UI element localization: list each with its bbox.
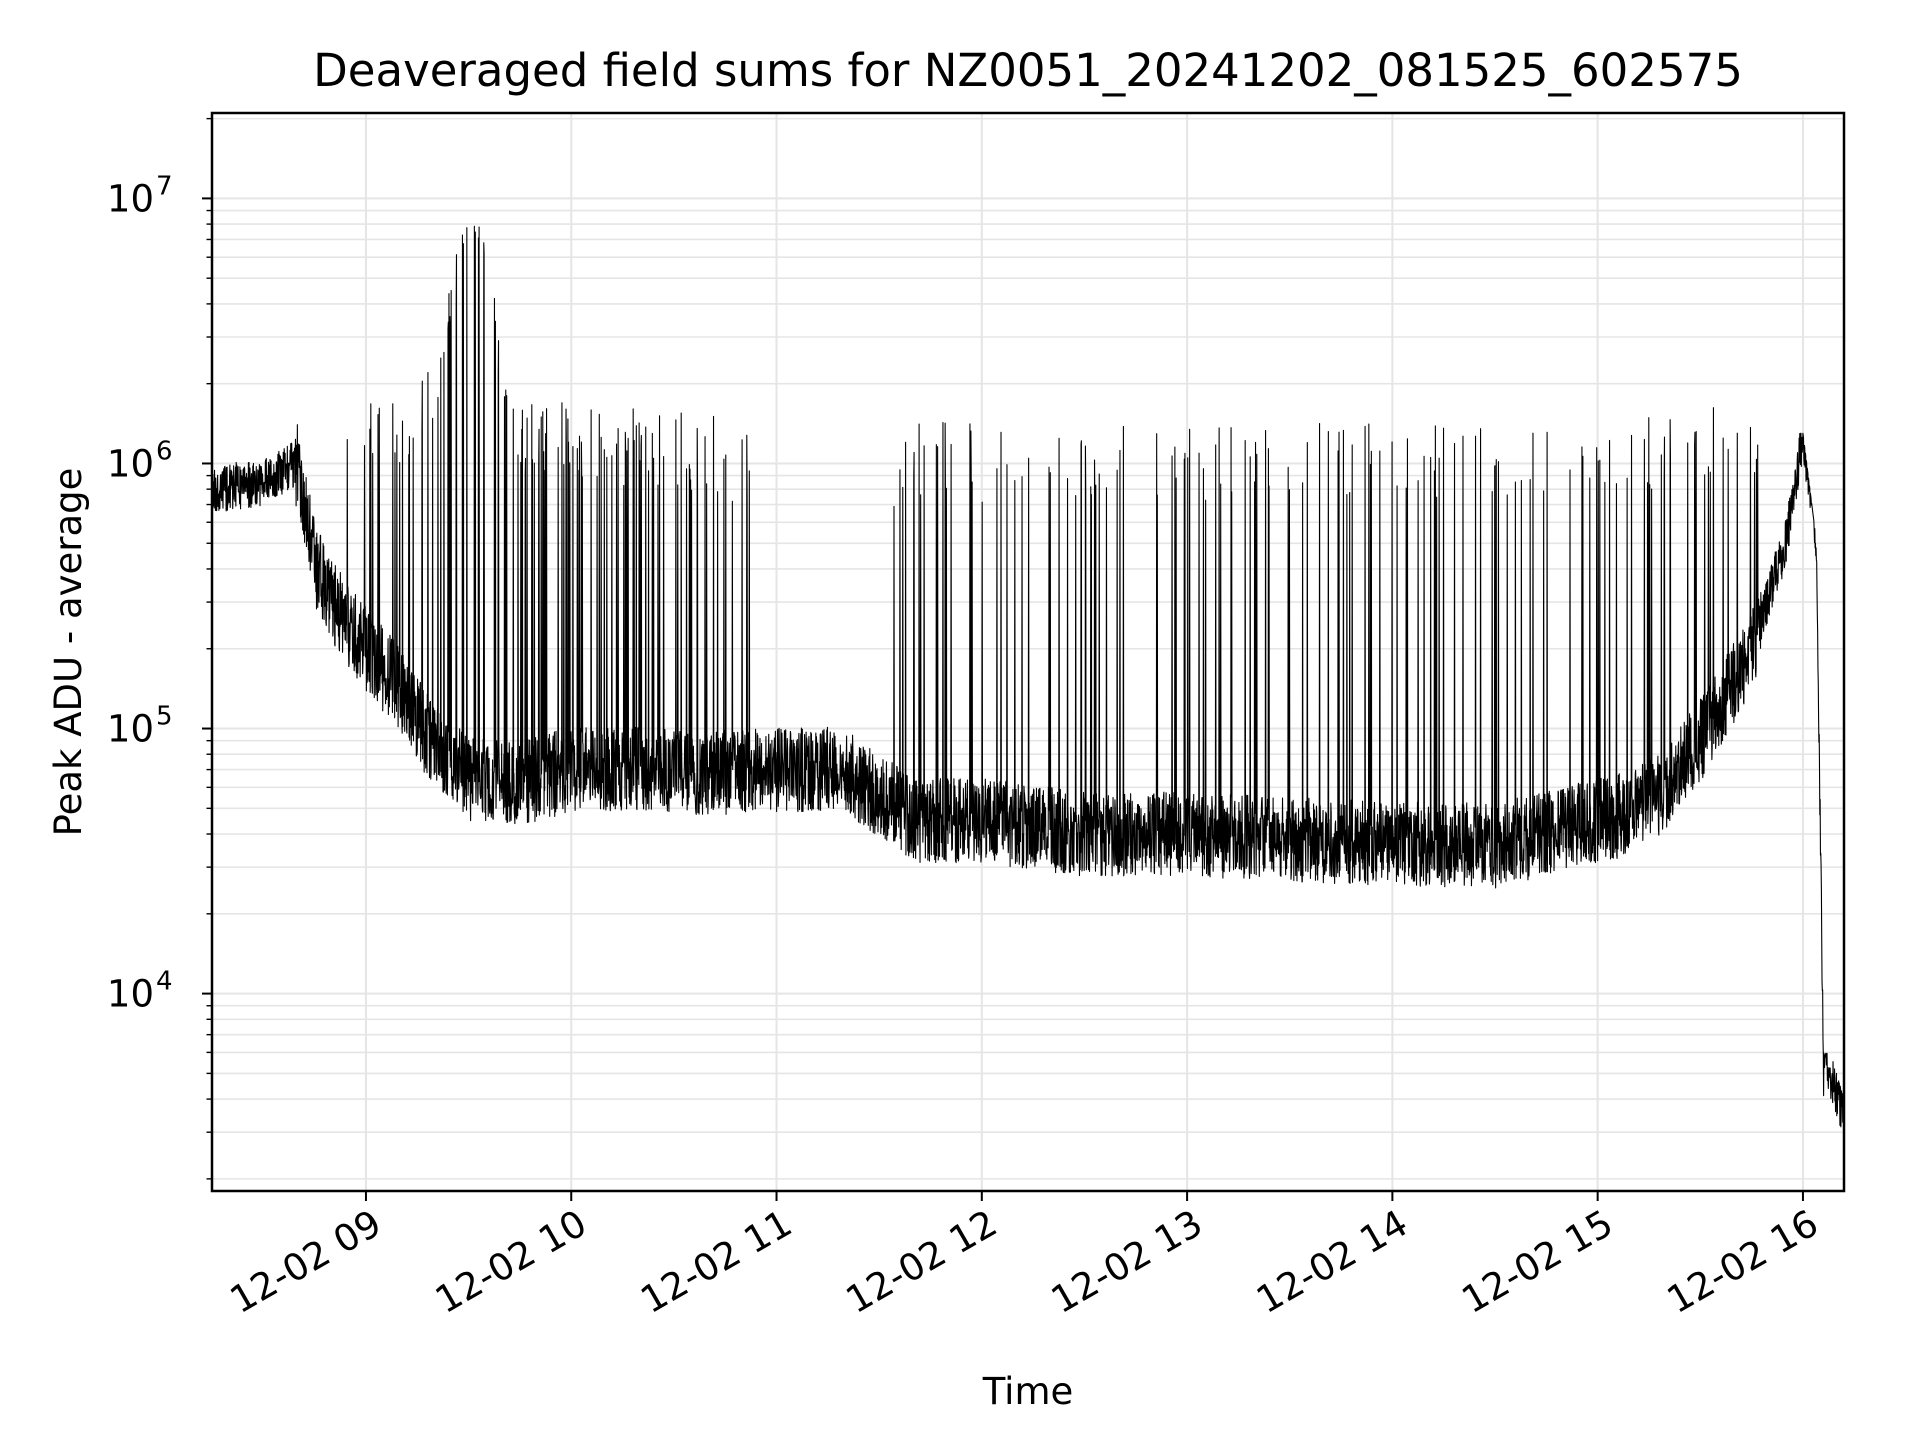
y-tick-label: 10 <box>107 442 154 485</box>
x-axis-label: Time <box>982 1370 1074 1413</box>
series-line <box>211 225 1845 1139</box>
y-tick-exponent: 5 <box>156 702 173 732</box>
y-axis-label: Peak ADU - average <box>47 468 90 837</box>
y-tick-exponent: 7 <box>156 171 173 201</box>
chart-title: Deaveraged field sums for NZ0051_2024120… <box>313 44 1743 97</box>
y-tick-label: 10 <box>107 973 154 1016</box>
y-tick-exponent: 4 <box>156 967 173 997</box>
y-tick-label: 10 <box>107 708 154 751</box>
y-tick-label: 10 <box>107 177 154 220</box>
series-layer <box>211 225 1845 1139</box>
plot-frame <box>210 111 1846 1193</box>
y-tick-exponent: 6 <box>156 436 173 466</box>
